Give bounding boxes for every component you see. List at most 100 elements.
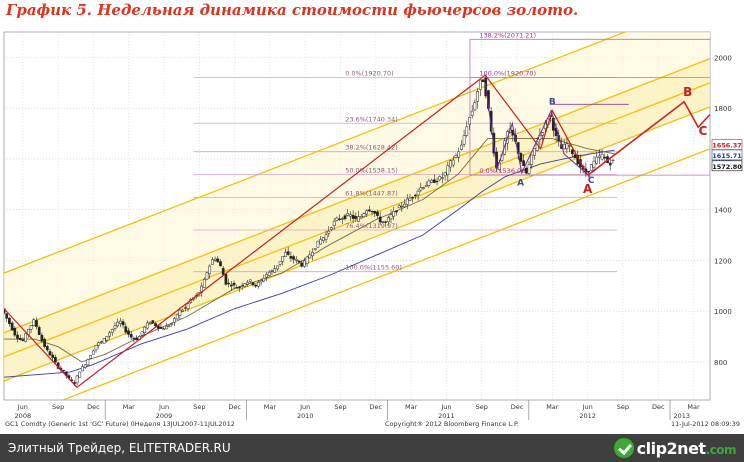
candle-body bbox=[213, 258, 217, 261]
footer-source-text: Элитный Трейдер, ELITETRADER.RU bbox=[8, 441, 231, 455]
wave-label-blue: B bbox=[549, 97, 556, 107]
x-tick-label: Jun bbox=[158, 403, 169, 411]
candle-body bbox=[319, 239, 322, 245]
candle-body bbox=[110, 328, 114, 333]
candle-body bbox=[202, 279, 206, 288]
chart-title: График 5. Недельная динамика стоимости ф… bbox=[6, 1, 579, 19]
candle-body bbox=[330, 227, 333, 230]
candle-body bbox=[446, 165, 450, 175]
candle-body bbox=[10, 322, 14, 331]
x-tick-label: Sep bbox=[52, 403, 64, 411]
year-label: 2009 bbox=[156, 412, 173, 420]
candle-body bbox=[403, 203, 406, 208]
channel-line bbox=[61, 148, 710, 400]
candle-body bbox=[346, 213, 350, 216]
candle-body bbox=[524, 167, 528, 174]
candle-body bbox=[270, 270, 274, 272]
candle-body bbox=[113, 325, 117, 329]
gold-futures-chart: 0.0%(1920.70) 23.6%(1740.34) 38.2%(1628.42… bbox=[3, 31, 743, 428]
candle-body bbox=[127, 330, 130, 335]
x-tick-label: Mar bbox=[264, 403, 277, 411]
candle-body bbox=[5, 313, 9, 319]
forecast-path-line bbox=[587, 100, 710, 177]
candle-body bbox=[265, 274, 268, 278]
candle-body bbox=[162, 328, 166, 330]
footer-bar: Элитный Трейдер, ELITETRADER.RU clip2net… bbox=[0, 434, 744, 462]
candle-body bbox=[37, 327, 41, 335]
candle-body bbox=[81, 366, 84, 372]
candle-body bbox=[248, 279, 252, 282]
candle-body bbox=[94, 345, 98, 351]
candle-body bbox=[13, 328, 17, 336]
wave-structure-line bbox=[484, 82, 591, 178]
candle-body bbox=[327, 230, 331, 234]
candle-body bbox=[21, 339, 25, 341]
candle-body bbox=[262, 278, 266, 282]
candle-body bbox=[562, 143, 566, 150]
candle-body bbox=[216, 258, 220, 263]
channel-outer-band bbox=[4, 32, 710, 333]
candle-body bbox=[170, 323, 174, 325]
candle-body bbox=[308, 254, 312, 259]
candle-body bbox=[527, 164, 531, 174]
y-tick-label: 800 bbox=[714, 359, 727, 367]
candle-body bbox=[321, 237, 325, 241]
candle-body bbox=[148, 322, 152, 324]
candle-body bbox=[359, 216, 363, 219]
candle-body bbox=[278, 261, 282, 265]
channel-line bbox=[4, 32, 627, 274]
candle-body bbox=[284, 252, 287, 257]
candle-body bbox=[405, 198, 409, 205]
candle-body bbox=[146, 322, 149, 329]
fibonacci-level-label: 23.6%(1740.34) bbox=[345, 115, 398, 123]
candle-body bbox=[211, 259, 214, 265]
candle-body bbox=[533, 148, 536, 156]
candle-body bbox=[140, 331, 144, 336]
candle-body bbox=[478, 79, 482, 90]
candle-body bbox=[354, 216, 358, 219]
candle-body bbox=[592, 160, 596, 168]
candle-body bbox=[570, 149, 574, 155]
candle-body bbox=[219, 261, 222, 267]
candle-body bbox=[457, 151, 461, 158]
candle-body bbox=[257, 281, 260, 287]
year-label: 2012 bbox=[579, 412, 596, 420]
candle-body bbox=[124, 326, 128, 333]
candle-body bbox=[397, 205, 401, 209]
candle-body bbox=[384, 221, 387, 223]
candle-body bbox=[251, 282, 255, 286]
candle-body bbox=[373, 210, 377, 214]
price-tag-label: 1572.80 bbox=[712, 163, 742, 171]
candle-body bbox=[305, 256, 309, 264]
candlestick-layer bbox=[4, 74, 615, 387]
candle-body bbox=[468, 117, 471, 125]
candle-body bbox=[48, 351, 52, 356]
wave-label-blue: C bbox=[588, 176, 595, 186]
candle-body bbox=[259, 280, 263, 283]
candle-body bbox=[267, 272, 271, 276]
candle-body bbox=[83, 364, 87, 368]
candle-body bbox=[481, 79, 485, 83]
candle-body bbox=[368, 209, 371, 212]
candle-body bbox=[565, 143, 569, 150]
x-tick-label: Mar bbox=[405, 403, 418, 411]
fibonacci-level-label: 76.4%(1319.97) bbox=[345, 222, 398, 230]
wave-label-red: C bbox=[699, 124, 708, 138]
candle-body bbox=[335, 217, 339, 221]
candle-body bbox=[438, 176, 442, 181]
candle-body bbox=[243, 283, 247, 287]
candle-body bbox=[167, 325, 171, 327]
candle-body bbox=[232, 282, 236, 286]
candle-body bbox=[419, 187, 423, 191]
candle-body bbox=[449, 160, 452, 168]
candle-body bbox=[400, 205, 404, 208]
candle-body bbox=[465, 126, 469, 136]
fibonacci-level-label: 61.8%(1447.87) bbox=[345, 190, 398, 198]
year-label: 2008 bbox=[15, 412, 32, 420]
channel-line bbox=[4, 106, 710, 382]
candle-body bbox=[24, 333, 28, 342]
candle-body bbox=[294, 258, 298, 261]
candle-body bbox=[208, 265, 212, 275]
wave-label-blue: A bbox=[517, 179, 524, 189]
candle-body bbox=[18, 337, 22, 341]
